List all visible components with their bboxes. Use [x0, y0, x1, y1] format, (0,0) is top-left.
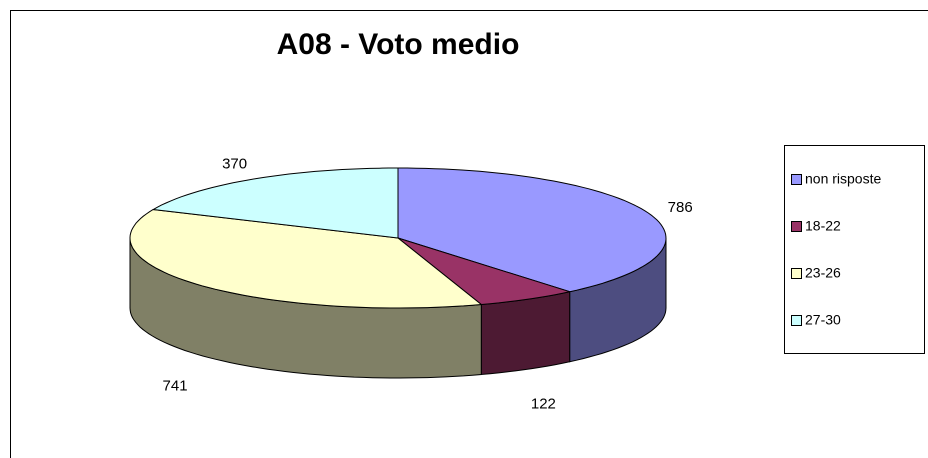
legend-swatch	[791, 174, 802, 185]
chart-title: A08 - Voto medio	[277, 28, 520, 61]
data-label: 122	[531, 396, 556, 413]
legend-label: 27-30	[805, 312, 841, 328]
legend-box	[784, 145, 925, 354]
data-label: 741	[163, 378, 188, 395]
slice	[129, 208, 483, 309]
legend-label: 23-26	[805, 265, 841, 281]
slice-side	[480, 291, 571, 376]
slice	[397, 237, 572, 306]
slice	[151, 167, 399, 239]
legend-swatch	[791, 221, 802, 232]
slice	[397, 167, 667, 293]
legend-swatch	[791, 315, 802, 326]
legend-label: non risposte	[805, 171, 881, 187]
legend-swatch	[791, 268, 802, 279]
data-label: 786	[668, 199, 693, 216]
data-label: 370	[222, 156, 247, 173]
legend-label: 18-22	[805, 218, 841, 234]
